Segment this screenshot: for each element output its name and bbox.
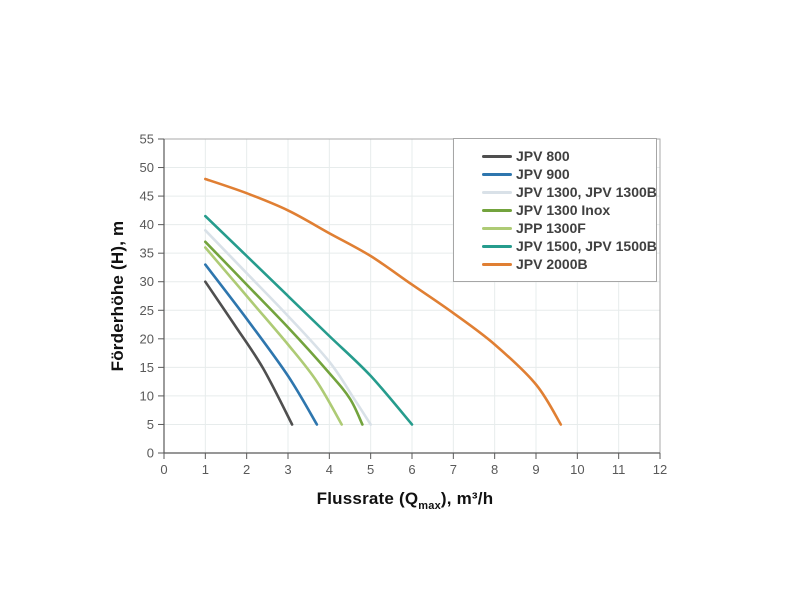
legend-item-jpv-1300-jpv-1300b: JPV 1300, JPV 1300B bbox=[454, 184, 657, 200]
legend-label: JPV 1300 Inox bbox=[516, 202, 611, 218]
legend-line-sample bbox=[482, 262, 512, 266]
x-tick-label: 0 bbox=[160, 462, 167, 477]
x-axis-title-unit: ), m³/h bbox=[440, 489, 494, 508]
y-axis-title: Förderhöhe (H), m bbox=[108, 220, 127, 372]
y-tick-label: 40 bbox=[140, 217, 154, 232]
x-tick-label: 6 bbox=[408, 462, 415, 477]
y-tick-label: 5 bbox=[147, 417, 154, 432]
x-tick-label: 12 bbox=[653, 462, 667, 477]
x-tick-label: 3 bbox=[284, 462, 291, 477]
y-tick-label: 30 bbox=[140, 274, 154, 289]
x-axis-title: Flussrate (Qmax), m³/h bbox=[317, 489, 494, 512]
series-line-jpp-1300f bbox=[204, 246, 343, 426]
legend-label: JPV 800 bbox=[516, 148, 570, 164]
legend-item-jpv-800: JPV 800 bbox=[454, 148, 656, 164]
x-tick-label: 10 bbox=[570, 462, 584, 477]
y-tick-label: 25 bbox=[140, 303, 154, 318]
y-tick-label: 15 bbox=[140, 360, 154, 375]
x-axis-title-text: Flussrate (Q bbox=[316, 489, 419, 508]
legend-line-sample bbox=[482, 244, 512, 248]
legend-line-sample bbox=[482, 154, 512, 158]
x-tick-label: 5 bbox=[367, 462, 374, 477]
x-axis-title-subscript: max bbox=[418, 500, 441, 512]
series-line-jpv-800 bbox=[204, 280, 294, 426]
y-tick-label: 45 bbox=[140, 189, 154, 204]
series-line-jpv-1300-inox bbox=[204, 240, 364, 426]
x-tick-label: 4 bbox=[326, 462, 333, 477]
y-tick-label: 35 bbox=[140, 246, 154, 261]
series-line-jpv-1500-jpv-1500b bbox=[204, 214, 414, 426]
y-tick-label: 20 bbox=[140, 331, 154, 346]
legend-label: JPV 900 bbox=[516, 166, 570, 182]
legend-item-jpv-900: JPV 900 bbox=[454, 166, 656, 182]
legend-item-jpv-1500-jpv-1500b: JPV 1500, JPV 1500B bbox=[454, 238, 657, 254]
x-tick-label: 8 bbox=[491, 462, 498, 477]
x-tick-label: 1 bbox=[202, 462, 209, 477]
series-line-jpv-900 bbox=[204, 263, 319, 426]
legend-box: JPV 800 JPV 900 JPV 1300, JPV 1300B JPV 130… bbox=[453, 138, 657, 282]
legend-label: JPV 2000B bbox=[516, 256, 588, 272]
y-tick-label: 10 bbox=[140, 388, 154, 403]
x-tick-label: 11 bbox=[612, 462, 626, 477]
legend-line-sample bbox=[482, 226, 512, 230]
legend-label: JPV 1500, JPV 1500B bbox=[516, 238, 657, 254]
series-line-jpv-1300-jpv-1300b bbox=[204, 229, 372, 426]
legend-line-sample bbox=[482, 208, 512, 212]
y-tick-label: 55 bbox=[140, 132, 154, 147]
legend-item-jpv-1300-inox: JPV 1300 Inox bbox=[454, 202, 656, 218]
x-tick-label: 7 bbox=[450, 462, 457, 477]
legend-line-sample bbox=[482, 172, 512, 176]
x-tick-label: 2 bbox=[243, 462, 250, 477]
x-tick-label: 9 bbox=[532, 462, 539, 477]
y-tick-label: 50 bbox=[140, 160, 154, 175]
legend-item-jpp-1300f: JPP 1300F bbox=[454, 220, 656, 236]
legend-label: JPP 1300F bbox=[516, 220, 586, 236]
y-tick-label: 0 bbox=[147, 446, 154, 461]
series-line-jpv-2000b bbox=[204, 177, 563, 426]
legend-line-sample bbox=[482, 190, 512, 194]
legend-item-jpv-2000b: JPV 2000B bbox=[454, 256, 656, 272]
legend-label: JPV 1300, JPV 1300B bbox=[516, 184, 657, 200]
